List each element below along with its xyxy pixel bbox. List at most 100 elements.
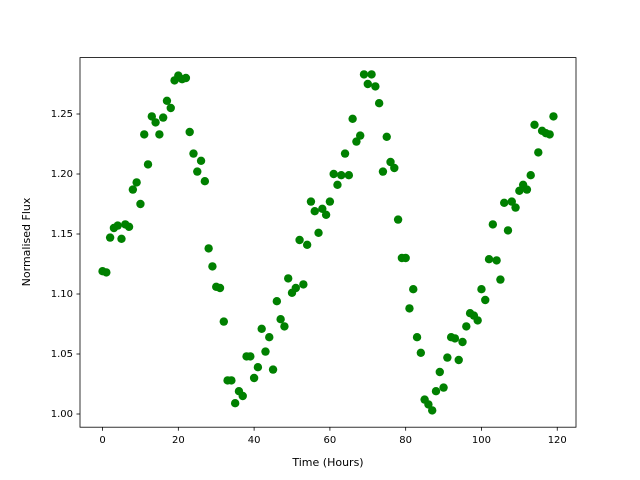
point [515, 186, 524, 195]
point [378, 167, 388, 176]
point [132, 178, 141, 187]
x-axis-label: Time (Hours) [291, 456, 363, 469]
x-tick-label: 60 [324, 435, 337, 446]
point [545, 130, 554, 139]
point [393, 215, 403, 224]
point [386, 157, 395, 167]
y-tick-label: 1.25 [51, 109, 73, 120]
y-tick-label: 1.00 [51, 409, 73, 420]
point [314, 228, 323, 237]
point [113, 221, 122, 230]
point [435, 367, 444, 377]
point [158, 113, 168, 122]
point [431, 387, 441, 396]
point [356, 131, 365, 140]
point [246, 352, 255, 361]
point [299, 280, 308, 289]
point [325, 197, 335, 206]
y-tick-label: 1.10 [51, 289, 73, 300]
point [215, 283, 225, 293]
point [181, 73, 191, 83]
point [265, 333, 274, 342]
point [227, 376, 236, 385]
point [424, 400, 433, 409]
point [382, 132, 391, 141]
point [412, 333, 422, 342]
point [359, 70, 369, 79]
point [484, 255, 494, 264]
point [439, 383, 448, 392]
point [318, 204, 327, 213]
point [503, 226, 513, 235]
point [390, 163, 399, 173]
point [117, 234, 126, 243]
point [462, 322, 471, 331]
point [329, 169, 338, 179]
point [340, 149, 350, 158]
x-tick-label: 20 [172, 435, 185, 446]
point [333, 180, 342, 189]
point [230, 399, 240, 408]
y-tick-label: 1.15 [51, 229, 73, 240]
point [428, 406, 437, 415]
point [511, 203, 520, 212]
point [458, 337, 467, 347]
point [140, 130, 149, 139]
point [268, 365, 278, 374]
x-tick-label: 120 [548, 435, 567, 446]
point [321, 210, 331, 219]
point [492, 256, 501, 265]
point [295, 235, 304, 245]
point [450, 334, 460, 343]
point [367, 70, 376, 79]
point [405, 304, 414, 313]
point [284, 274, 293, 283]
point [306, 197, 316, 206]
y-axis-label: Normalised Flux [20, 197, 33, 286]
point [151, 118, 160, 127]
point [337, 171, 346, 180]
point [208, 262, 217, 271]
point [204, 244, 213, 253]
point [143, 160, 153, 169]
point [310, 207, 319, 216]
point [534, 148, 543, 157]
x-tick-label: 0 [99, 435, 105, 446]
point [348, 114, 357, 124]
x-tick-label: 40 [248, 435, 261, 446]
point [261, 347, 270, 356]
point [196, 156, 206, 165]
point [302, 240, 312, 249]
point [481, 295, 490, 305]
point [102, 268, 111, 277]
point [147, 112, 157, 121]
x-tick-label: 80 [399, 435, 412, 446]
point [272, 297, 282, 306]
point [522, 185, 532, 194]
point [443, 353, 452, 362]
point [189, 149, 198, 158]
point [477, 285, 486, 294]
point [238, 391, 247, 401]
point [374, 99, 384, 108]
point [249, 373, 259, 383]
point [473, 316, 482, 325]
point [162, 96, 172, 106]
point [136, 199, 145, 209]
point [496, 275, 505, 284]
point [352, 137, 361, 146]
x-tick-label: 100 [472, 435, 491, 446]
point [124, 222, 134, 231]
point [185, 127, 194, 137]
point [276, 315, 285, 324]
point [155, 130, 164, 139]
point [549, 112, 558, 121]
point [363, 79, 372, 89]
plot-frame [79, 57, 577, 428]
point [105, 233, 115, 242]
point [416, 348, 426, 357]
point [507, 197, 516, 206]
point [526, 171, 535, 180]
